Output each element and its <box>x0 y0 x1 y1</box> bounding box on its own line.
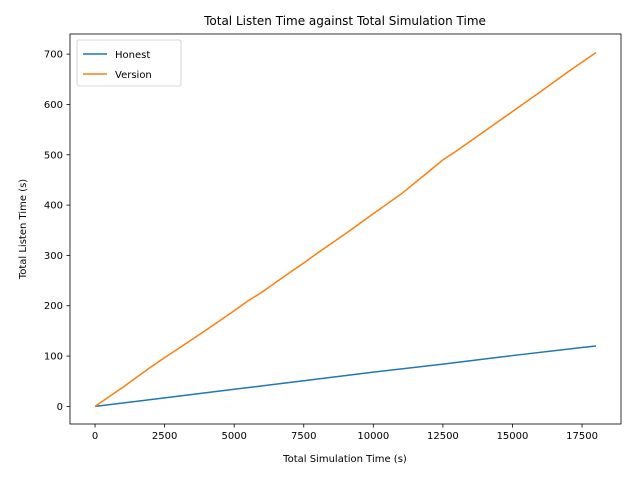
series-line-honest <box>94 345 597 408</box>
legend: Honest Version <box>76 39 182 87</box>
x-tick-label: 0 <box>92 431 98 442</box>
x-tick-label: 15000 <box>497 431 529 442</box>
y-tick-label: 0 <box>57 402 63 413</box>
x-tick-label: 7500 <box>291 431 316 442</box>
x-tick-label: 10000 <box>357 431 389 442</box>
y-axis-label: Total Listen Time (s) <box>18 179 29 280</box>
legend-label: Honest <box>115 50 150 61</box>
x-tick-label: 5000 <box>221 431 246 442</box>
y-tick-label: 100 <box>44 352 63 363</box>
y-tick-label: 600 <box>44 100 63 111</box>
x-tick-label: 12500 <box>427 431 459 442</box>
x-tick-label: 2500 <box>152 431 177 442</box>
x-axis: 0 2500 5000 7500 10000 12500 15000 17500 <box>92 424 598 442</box>
series-line-version <box>94 52 597 408</box>
y-tick-label: 300 <box>44 251 63 262</box>
chart-title: Total Listen Time against Total Simulati… <box>203 14 486 28</box>
x-axis-label: Total Simulation Time (s) <box>282 454 407 465</box>
x-tick-label: 17500 <box>566 431 598 442</box>
plot-frame <box>69 33 622 425</box>
legend-label: Version <box>115 70 152 81</box>
y-tick-label: 700 <box>44 50 63 61</box>
y-axis: 0 100 200 300 400 500 600 700 <box>44 50 70 413</box>
series-layer <box>94 52 597 408</box>
y-tick-label: 200 <box>44 301 63 312</box>
y-tick-label: 400 <box>44 201 63 212</box>
y-tick-label: 500 <box>44 150 63 161</box>
